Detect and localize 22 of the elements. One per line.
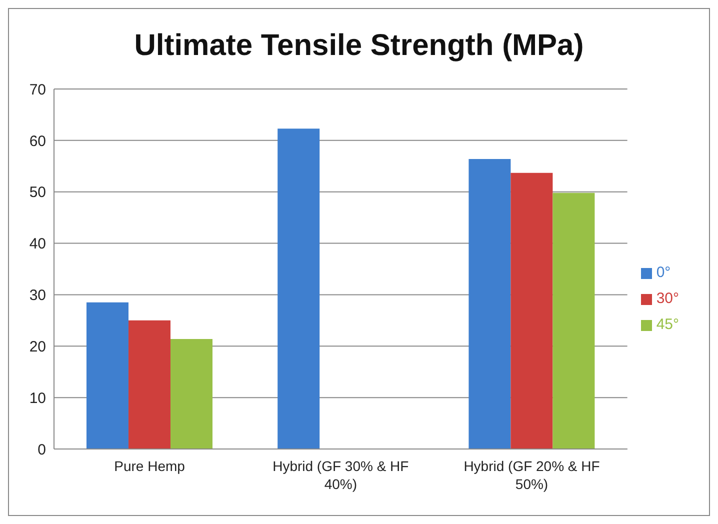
y-tick-label: 70 [29,81,46,98]
bar [128,320,170,449]
legend-label: 45° [656,316,679,333]
chart-title: Ultimate Tensile Strength (MPa) [133,28,585,64]
x-tick-label: Hybrid (GF 20% & HF 50%) [464,458,600,492]
y-tick-label: 0 [38,441,46,458]
bar [510,172,553,449]
y-tick-label: 40 [29,236,46,253]
bar [468,158,511,449]
y-tick-label: 20 [29,338,46,356]
bar [170,338,212,449]
y-tick-label: 60 [29,132,46,150]
bar [552,192,595,449]
y-tick-label: 10 [29,390,46,407]
legend-label: 0° [656,264,671,281]
bar [86,302,128,449]
legend-label: 30° [656,290,679,307]
bar [278,128,320,449]
x-tick-label: Pure Hemp [114,458,186,474]
y-tick-label: 50 [29,184,46,202]
x-tick-label: Hybrid (GF 30% & HF 40%) [272,458,409,492]
y-tick-label: 30 [29,287,46,304]
